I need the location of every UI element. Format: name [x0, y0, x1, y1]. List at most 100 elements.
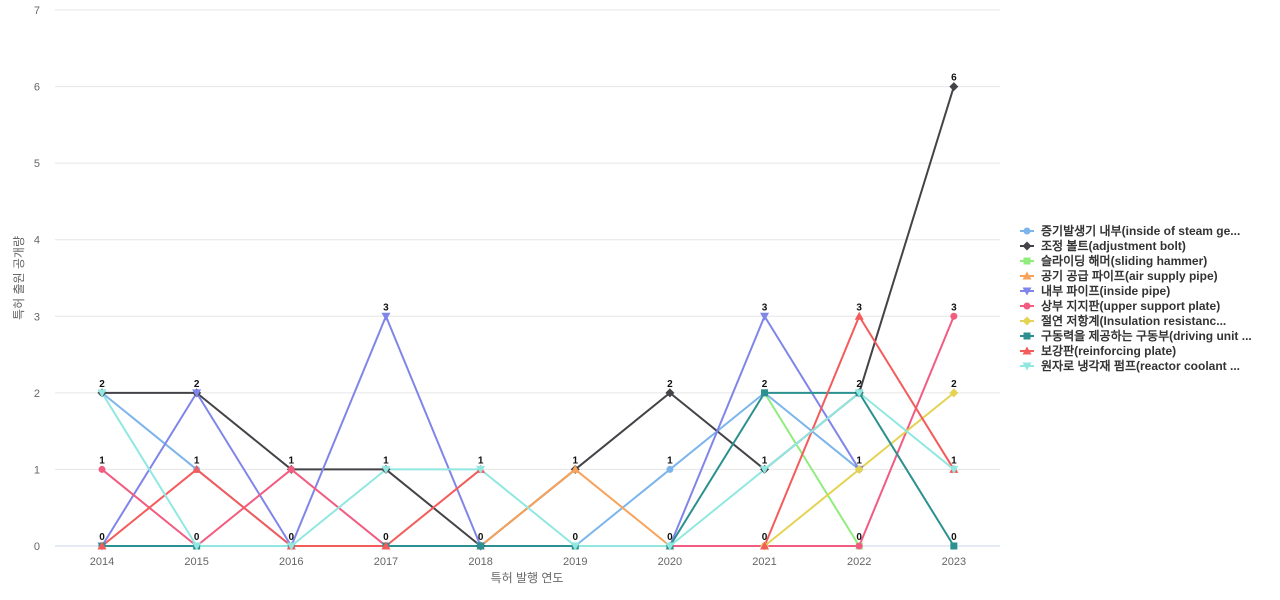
x-axis-ticks: 2014 2015 2016 2017 2018 2019 2020 2021 2022 2023: [90, 556, 966, 568]
legend: 증기발생기 내부(inside of steam ge...조정 볼트(adju…: [1020, 223, 1252, 373]
data-point: [760, 465, 770, 474]
y-tick-label: 2: [34, 388, 40, 400]
legend-item[interactable]: 공기 공급 파이프(air supply pipe): [1020, 268, 1218, 283]
x-tick-label: 2023: [942, 556, 966, 568]
y-tick-label: 7: [34, 5, 40, 17]
data-point: [477, 542, 485, 550]
data-point: [950, 542, 958, 550]
legend-marker: [1023, 257, 1031, 265]
x-axis-title: 특허 발행 연도: [491, 570, 564, 585]
data-point: [192, 542, 202, 551]
data-point: [192, 464, 202, 473]
data-label: 0: [951, 532, 957, 543]
data-point: [97, 389, 107, 398]
data-point: [855, 542, 863, 550]
data-labels: 2 1 0 2 1 0 1 0 3 1 0 1 0 1 0 2 1 0 3 2 1 0 3 2 1 0 6 3 2 1 0: [99, 73, 957, 543]
y-tick-label: 6: [34, 82, 40, 94]
legend-label: 내부 파이프(inside pipe): [1041, 283, 1170, 298]
data-point: [287, 465, 295, 473]
data-label: 1: [856, 455, 862, 466]
legend-item[interactable]: 슬라이딩 해머(sliding hammer): [1020, 253, 1207, 268]
legend-label: 공기 공급 파이프(air supply pipe): [1041, 268, 1218, 283]
x-tick-label: 2016: [279, 556, 303, 568]
data-label: 2: [762, 379, 768, 390]
grid-lines: [55, 9, 1000, 470]
legend-marker: [1023, 302, 1031, 310]
data-point: [286, 542, 296, 551]
y-axis-title: 특허 출원 공개량: [12, 236, 26, 320]
data-label: 0: [289, 532, 295, 543]
legend-item[interactable]: 보강판(reinforcing plate): [1020, 343, 1176, 358]
data-label: 1: [762, 455, 768, 466]
data-point: [381, 541, 391, 550]
data-label: 1: [99, 455, 105, 466]
legend-marker: [1022, 271, 1032, 280]
legend-item[interactable]: 원자로 냉각재 펌프(reactor coolant ...: [1020, 358, 1240, 373]
data-label: 1: [951, 455, 957, 466]
x-tick-label: 2017: [374, 556, 398, 568]
data-label: 1: [194, 455, 200, 466]
data-point: [665, 542, 675, 551]
x-tick-label: 2021: [752, 556, 776, 568]
y-tick-label: 4: [34, 235, 40, 247]
data-label: 0: [194, 532, 200, 543]
legend-item[interactable]: 조정 볼트(adjustment bolt): [1020, 238, 1186, 253]
x-tick-label: 2020: [658, 556, 682, 568]
data-point: [98, 465, 106, 473]
legend-item[interactable]: 절연 저항계(Insulation resistanc...: [1020, 313, 1226, 328]
series-line: [668, 315, 861, 547]
legend-item[interactable]: 구동력을 제공하는 구동부(driving unit ...: [1020, 328, 1252, 343]
data-label: 1: [572, 455, 578, 466]
data-point: [761, 389, 769, 397]
legend-label: 구동력을 제공하는 구동부(driving unit ...: [1041, 328, 1252, 343]
legend-marker: [1022, 316, 1032, 326]
legend-marker: [1023, 332, 1031, 340]
data-point: [570, 542, 580, 551]
data-label: 2: [856, 379, 862, 390]
data-label: 0: [383, 532, 389, 543]
legend-item[interactable]: 증기발생기 내부(inside of steam ge...: [1020, 223, 1240, 238]
data-label: 0: [762, 532, 768, 543]
data-point: [949, 82, 959, 92]
data-point: [760, 312, 770, 321]
data-point: [476, 465, 486, 474]
data-point: [97, 541, 107, 550]
y-tick-label: 1: [34, 464, 40, 476]
data-point: [666, 465, 674, 473]
y-axis-ticks: 0 1 2 3 4 5 6 7: [34, 5, 40, 553]
data-label: 3: [856, 302, 862, 313]
data-label: 0: [478, 532, 484, 543]
legend-label: 증기발생기 내부(inside of steam ge...: [1041, 223, 1240, 238]
x-tick-label: 2018: [468, 556, 492, 568]
legend-marker: [1022, 362, 1032, 371]
legend-item[interactable]: 상부 지지판(upper support plate): [1020, 298, 1220, 313]
legend-item[interactable]: 내부 파이프(inside pipe): [1020, 283, 1170, 298]
data-point: [854, 311, 864, 320]
data-point: [381, 312, 391, 321]
legend-label: 조정 볼트(adjustment bolt): [1041, 238, 1186, 253]
data-label: 0: [572, 532, 578, 543]
data-point: [381, 465, 391, 474]
data-label: 2: [194, 379, 200, 390]
legend-marker: [1022, 346, 1032, 355]
y-tick-label: 0: [34, 541, 40, 553]
data-label: 2: [667, 379, 673, 390]
series-line: [763, 391, 861, 547]
data-label: 2: [951, 379, 957, 390]
data-point: [949, 388, 959, 398]
data-label: 1: [478, 455, 484, 466]
x-tick-label: 2019: [563, 556, 587, 568]
legend-label: 보강판(reinforcing plate): [1041, 343, 1176, 358]
data-label: 1: [383, 455, 389, 466]
data-label: 1: [289, 455, 295, 466]
x-tick-label: 2014: [90, 556, 114, 568]
legend-marker: [1023, 227, 1031, 235]
legend-label: 절연 저항계(Insulation resistanc...: [1041, 313, 1226, 328]
data-label: 2: [99, 379, 105, 390]
data-label: 3: [762, 302, 768, 313]
data-point: [570, 464, 580, 473]
x-tick-label: 2015: [184, 556, 208, 568]
data-label: 0: [99, 532, 105, 543]
data-label: 3: [951, 302, 957, 313]
